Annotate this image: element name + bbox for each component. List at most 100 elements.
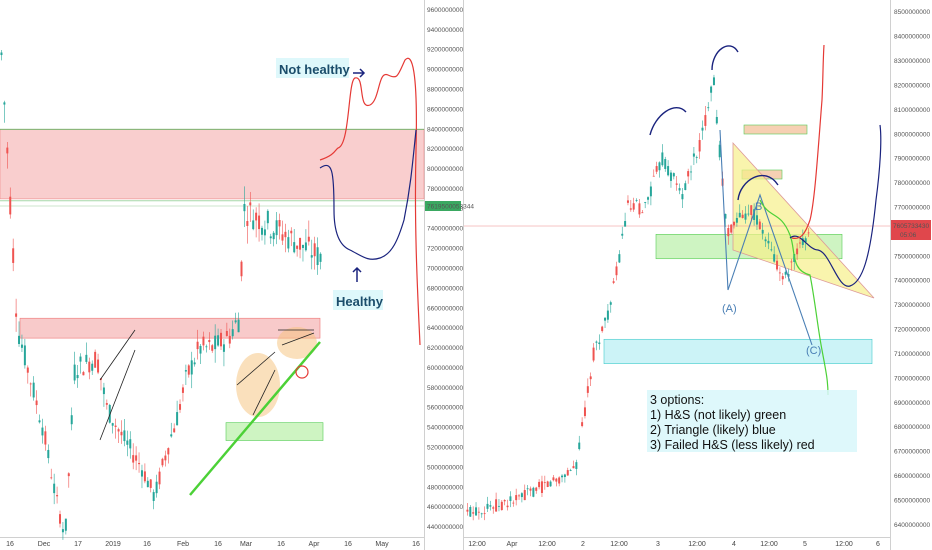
left-y-tick-label: 5800000000 <box>427 385 464 392</box>
pattern-line <box>252 369 276 416</box>
left-y-tick-label: 9400000000 <box>427 27 464 34</box>
candle-body <box>750 205 753 215</box>
candle-body <box>26 367 29 373</box>
candle-body <box>228 335 231 344</box>
consolidation-highlight <box>277 327 317 359</box>
candle-body <box>44 431 47 445</box>
candle-body <box>196 341 199 350</box>
right-price-tag <box>891 220 931 240</box>
right-price-tag-sub: 05:06 <box>900 232 917 239</box>
candle-body <box>225 330 228 336</box>
candle-body <box>767 240 770 244</box>
candle-body <box>589 376 592 380</box>
candle-body <box>307 236 310 242</box>
candle-body <box>164 455 167 461</box>
candle-body <box>263 229 266 236</box>
candle-body <box>778 272 781 274</box>
right-y-tick-label: 8200000000 <box>894 82 931 89</box>
candle-body <box>804 238 807 243</box>
candle-body <box>807 232 810 234</box>
candle-body <box>193 362 196 365</box>
left-y-tick-label: 4400000000 <box>427 524 464 531</box>
wave-label-c: (C) <box>806 345 821 357</box>
candle-body <box>211 345 214 351</box>
abc-wave-lines <box>719 129 813 346</box>
candle-body <box>146 480 149 488</box>
candle-body <box>132 455 135 463</box>
candle-body <box>167 448 170 455</box>
candle-body <box>67 473 70 477</box>
candle-body <box>715 116 718 124</box>
left-y-tick-label: 9600000000 <box>427 7 464 14</box>
right-y-tick-label: 7100000000 <box>894 351 931 358</box>
candle-body <box>672 173 675 177</box>
hs-green-path <box>759 199 829 396</box>
candle-body <box>91 363 94 371</box>
left-x-tick-label: 16 <box>412 541 420 548</box>
right-x-tick-label: 12:00 <box>688 541 706 548</box>
candle-body <box>518 495 521 497</box>
candle-body <box>190 360 193 375</box>
candle-body <box>744 213 747 220</box>
candle-body <box>275 220 278 236</box>
candle-body <box>764 239 767 242</box>
right-x-tick-label: 12:00 <box>835 541 853 548</box>
candle-body <box>612 281 615 283</box>
left-y-tick-label: 5000000000 <box>427 464 464 471</box>
candle-body <box>472 512 475 514</box>
candle-body <box>492 507 495 509</box>
candle-body <box>753 209 756 220</box>
right-y-tick-label: 6800000000 <box>894 424 931 431</box>
candle-body <box>466 509 469 512</box>
candle-body <box>529 488 532 491</box>
candle-body <box>102 387 105 395</box>
left-x-tick-label: Mar <box>240 541 253 548</box>
candle-body <box>205 346 208 348</box>
options-text-line: 3 options: <box>650 393 704 407</box>
candle-body <box>59 514 62 524</box>
options-text-line: 1) H&S (not likely) green <box>650 408 786 422</box>
left-y-tick-label: 8800000000 <box>427 87 464 94</box>
candle-body <box>249 202 252 206</box>
candle-body <box>97 359 100 373</box>
candle-body <box>0 52 3 56</box>
candle-body <box>578 442 581 450</box>
candle-body <box>500 501 503 511</box>
candle-body <box>733 221 736 226</box>
annotation-healthy: Healthy <box>336 294 384 309</box>
left-price-tag <box>425 201 461 211</box>
right-y-tick-label: 7300000000 <box>894 302 931 309</box>
pattern-line <box>281 332 315 346</box>
candle-body <box>609 302 612 305</box>
candle-body <box>687 171 690 177</box>
arrow-icon <box>353 68 366 78</box>
candle-body <box>76 374 79 379</box>
left-y-tick-label: 6000000000 <box>427 365 464 372</box>
right-y-tick-label: 8400000000 <box>894 34 931 41</box>
not-healthy-path <box>319 57 421 346</box>
candle-body <box>79 356 82 362</box>
candle-body <box>747 213 750 215</box>
candle-body <box>117 429 120 432</box>
candle-body <box>199 345 202 354</box>
candle-body <box>526 488 529 490</box>
right-y-tick-label: 6600000000 <box>894 473 931 480</box>
candle-body <box>217 335 220 346</box>
candle-body <box>181 387 184 393</box>
candle-body <box>690 171 693 173</box>
right-y-tick-label: 8100000000 <box>894 107 931 114</box>
right-y-tick-label: 6900000000 <box>894 400 931 407</box>
candle-body <box>12 248 15 263</box>
candle-body <box>278 220 281 227</box>
candle-body <box>155 481 158 494</box>
candle-body <box>489 505 492 507</box>
candle-body <box>604 317 607 321</box>
left-x-tick-label: 17 <box>74 541 82 548</box>
candle-body <box>675 183 678 185</box>
candle-body <box>272 232 275 240</box>
pattern-line <box>99 349 136 441</box>
candle-body <box>135 455 138 461</box>
candle-body <box>260 227 263 235</box>
candle-body <box>301 244 304 248</box>
candle-body <box>563 474 566 478</box>
